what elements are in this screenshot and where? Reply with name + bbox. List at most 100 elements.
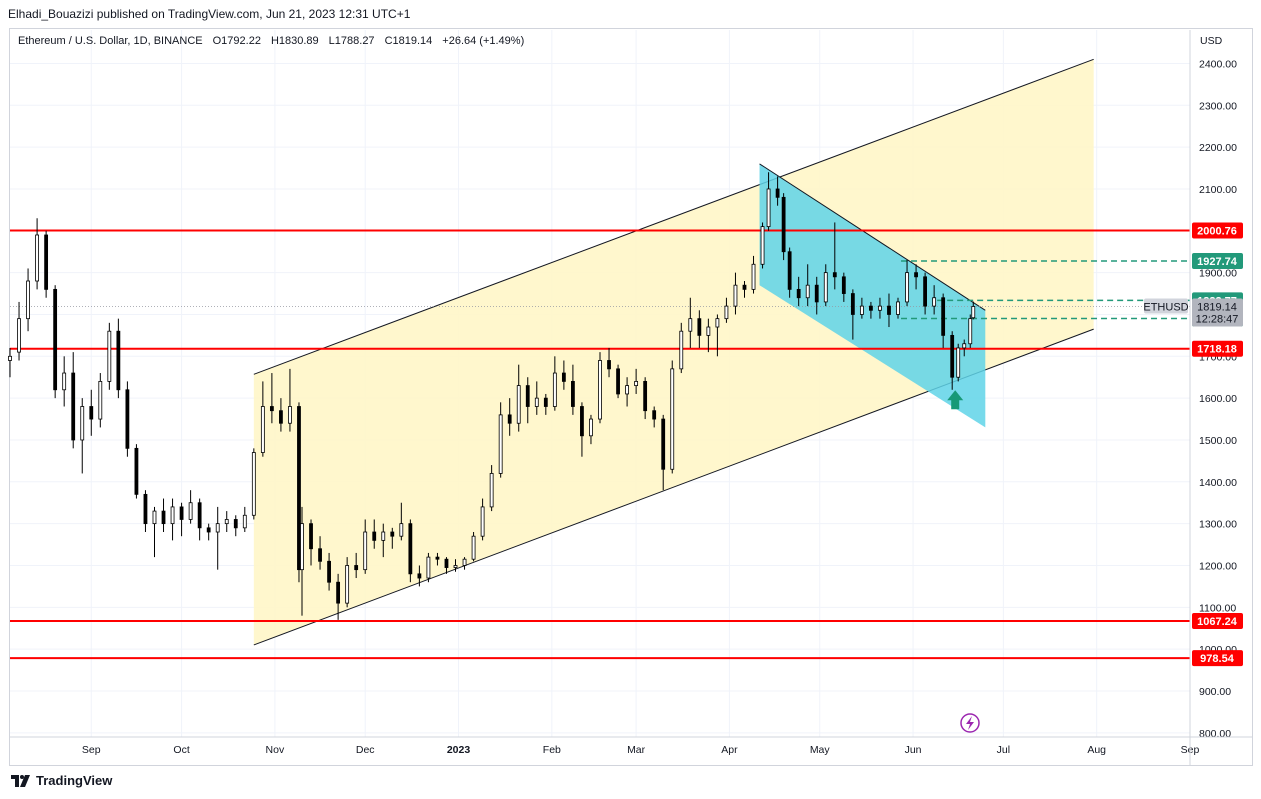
candle-body xyxy=(859,305,864,315)
candle xyxy=(170,498,175,541)
candle-body xyxy=(634,381,639,386)
candle xyxy=(679,322,684,374)
candle-body xyxy=(766,188,771,228)
y-tick-label: 2100.00 xyxy=(1199,184,1237,196)
candle-body xyxy=(480,506,485,537)
candle xyxy=(781,193,786,261)
up-arrow-icon xyxy=(947,390,964,410)
candle-body xyxy=(823,272,828,303)
candle xyxy=(968,314,973,348)
candle xyxy=(971,301,976,320)
candle xyxy=(53,285,58,399)
y-tick-label: 2300.00 xyxy=(1199,100,1237,112)
legend-change: +26.64 (+1.49%) xyxy=(442,35,525,47)
candle-body xyxy=(580,406,584,437)
candle-body xyxy=(923,276,928,307)
candle-body xyxy=(345,565,350,604)
candle xyxy=(661,414,666,491)
y-tick-label: 1600.00 xyxy=(1199,393,1237,405)
candle xyxy=(336,573,341,620)
legend-close: C1819.14 xyxy=(384,35,433,47)
y-tick-label: 2400.00 xyxy=(1199,58,1237,70)
level-tag-bg xyxy=(1192,613,1243,630)
candle-body xyxy=(35,234,39,282)
candle-body xyxy=(327,560,331,583)
y-tick-label: 1900.00 xyxy=(1199,268,1237,280)
candle xyxy=(823,264,828,307)
candle xyxy=(941,293,946,348)
rising-channel-upper-line xyxy=(253,58,1094,375)
candle-body xyxy=(971,306,976,319)
x-tick-label: Jul xyxy=(997,744,1010,756)
candle-body xyxy=(598,360,602,420)
candle-body xyxy=(125,389,130,449)
candle-body xyxy=(516,385,521,424)
candle xyxy=(962,339,967,357)
candle xyxy=(850,289,855,340)
candle-body xyxy=(652,410,657,420)
candle xyxy=(345,557,350,608)
candle-body xyxy=(399,523,404,537)
candle xyxy=(543,393,548,415)
candle xyxy=(390,527,395,549)
candle xyxy=(516,364,521,432)
candle xyxy=(471,532,476,562)
candle xyxy=(444,557,449,574)
legend-symbol: Ethereum / U.S. Dollar, 1D, BINANCE xyxy=(18,35,203,47)
candle xyxy=(233,515,238,537)
legend-low: L1788.27 xyxy=(328,35,375,47)
candle xyxy=(697,310,702,348)
candle-body xyxy=(643,381,648,412)
candle-body xyxy=(832,272,837,278)
candle-body xyxy=(80,406,85,441)
candle-body xyxy=(279,410,283,424)
x-tick-label: Sep xyxy=(82,744,101,756)
candle-body xyxy=(143,493,148,525)
x-tick-label: Apr xyxy=(721,744,738,756)
candle-body xyxy=(814,284,819,303)
candle-body xyxy=(878,305,882,311)
candle-body xyxy=(309,523,313,550)
candle-body xyxy=(534,397,539,407)
x-tick-label: 2023 xyxy=(447,744,471,756)
candle-body xyxy=(887,305,891,315)
y-tick-label: 1400.00 xyxy=(1199,477,1237,489)
candle-body xyxy=(408,523,413,575)
countdown-timer: 12:28:47 xyxy=(1196,313,1239,325)
candle-body xyxy=(26,280,30,320)
symbol-tag-label: ETHUSD xyxy=(1143,301,1188,313)
candle xyxy=(462,557,467,570)
candle xyxy=(760,222,765,269)
candle-body xyxy=(53,288,58,391)
candle xyxy=(354,552,359,579)
candle xyxy=(300,506,304,616)
level-tag-bg xyxy=(1192,222,1243,239)
candle xyxy=(251,448,256,520)
candle-body xyxy=(215,523,220,533)
candle-body xyxy=(242,514,247,529)
candle-body xyxy=(914,272,918,278)
y-tick-label: 1200.00 xyxy=(1199,560,1237,572)
candle-body xyxy=(381,531,386,541)
candle-body xyxy=(98,381,103,420)
candle xyxy=(887,293,891,328)
candle-body xyxy=(89,406,94,420)
last-price-value: 1819.14 xyxy=(1197,301,1237,313)
lightning-icon-ring xyxy=(960,713,980,733)
candle xyxy=(480,498,485,541)
candle-body xyxy=(941,297,946,336)
candle xyxy=(242,506,247,533)
candle-body xyxy=(498,414,503,474)
tradingview-logo[interactable]: TradingView xyxy=(11,773,112,788)
y-tick-label: 800.00 xyxy=(1199,728,1231,740)
candle-body xyxy=(116,330,121,391)
candle-body xyxy=(354,565,359,571)
x-tick-label: Nov xyxy=(266,744,285,756)
candle xyxy=(71,352,76,449)
candle-body xyxy=(363,531,368,571)
candle-body xyxy=(224,519,229,525)
candle-body xyxy=(571,381,575,407)
symbol-tag-bg xyxy=(1144,298,1188,314)
